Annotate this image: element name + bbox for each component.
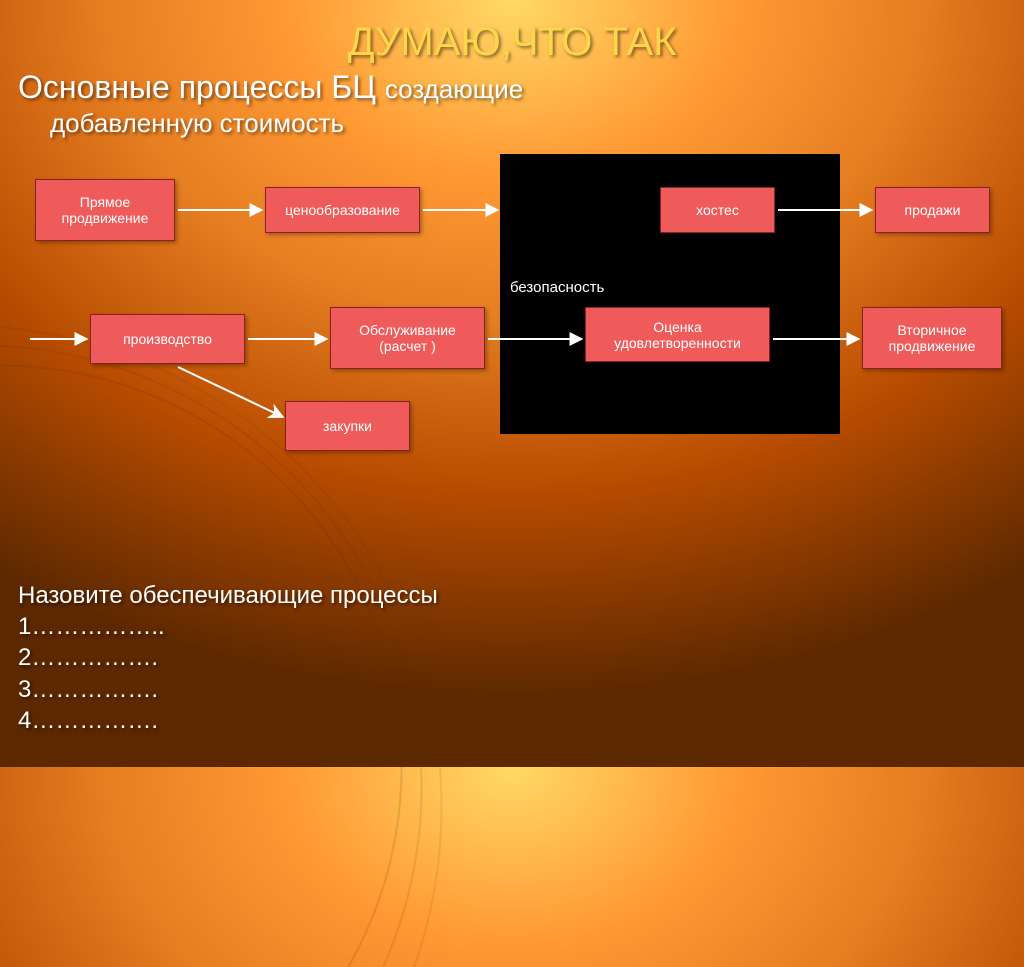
subtitle-tail: создающие: [385, 74, 523, 104]
bottom-line-3: 3…………….: [18, 674, 438, 705]
slide-title: ДУМАЮ,ЧТО ТАК: [0, 0, 1024, 65]
subtitle-line2: добавленную стоимость: [50, 108, 1024, 139]
subtitle: Основные процессы БЦ создающие: [18, 69, 1024, 106]
node-n7: Оценка удовлетворенности: [585, 307, 770, 362]
bottom-heading: Назовите обеспечивающие процессы: [18, 580, 438, 611]
diagram-canvas: безопасность Прямое продвижение ценообраз…: [0, 139, 1024, 539]
bottom-block: Назовите обеспечивающие процессы 1…………….…: [18, 580, 438, 736]
node-n4: продажи: [875, 187, 990, 233]
node-n6: Обслуживание (расчет ): [330, 307, 485, 369]
node-n5: производство: [90, 314, 245, 364]
node-n2: ценообразование: [265, 187, 420, 233]
node-n9: закупки: [285, 401, 410, 451]
blackbox-label: безопасность: [510, 279, 604, 296]
node-n1: Прямое продвижение: [35, 179, 175, 241]
node-n3: хостес: [660, 187, 775, 233]
bottom-line-1: 1……………..: [18, 611, 438, 642]
bottom-line-2: 2…………….: [18, 642, 438, 673]
bottom-line-4: 4…………….: [18, 705, 438, 736]
subtitle-main: Основные процессы БЦ: [18, 69, 385, 105]
node-n8: Вторичное продвижение: [862, 307, 1002, 369]
